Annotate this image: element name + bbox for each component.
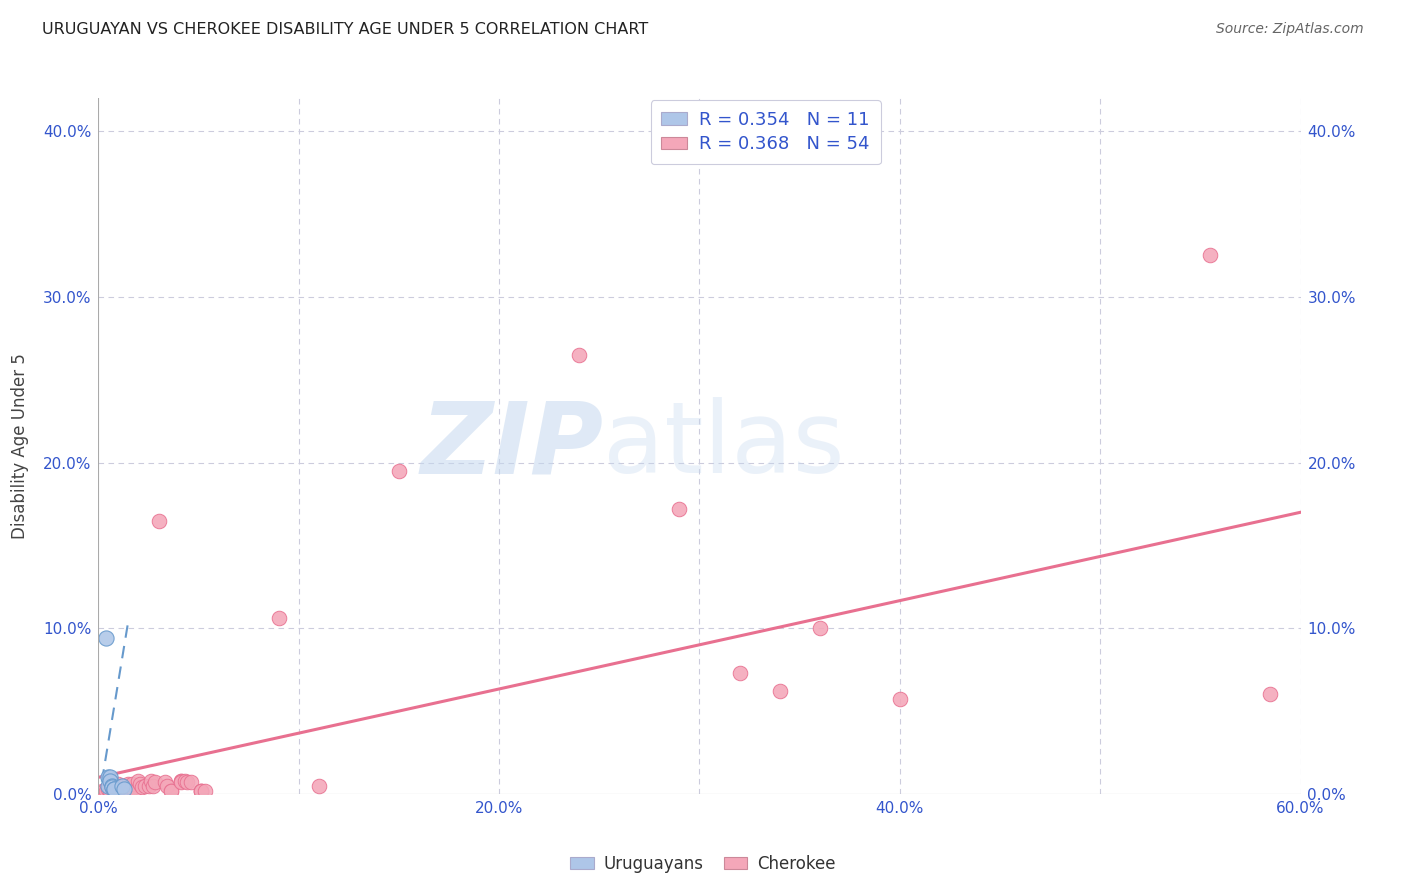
Point [117,777,139,791]
Point [173,773,195,788]
Point [131,780,153,795]
Point [143,775,166,789]
Point [388,464,411,478]
Point [96,631,118,645]
Point [111,779,134,793]
Point [128,773,150,788]
Point [101,775,124,789]
Text: ZIP: ZIP [420,398,603,494]
Point [110,783,132,797]
Point [180,775,202,789]
Point [101,780,124,795]
Point [100,773,122,788]
Point [176,775,198,789]
Point [111,779,134,793]
Point [155,779,177,793]
Text: Source: ZipAtlas.com: Source: ZipAtlas.com [1216,22,1364,37]
Point [889,692,911,706]
Text: URUGUAYAN VS CHEROKEE DISABILITY AGE UNDER 5 CORRELATION CHART: URUGUAYAN VS CHEROKEE DISABILITY AGE UND… [42,22,648,37]
Point [124,783,146,797]
Point [159,783,181,797]
Point [1199,248,1222,262]
Point [91,783,114,797]
Point [194,783,217,797]
Point [129,777,152,791]
Point [117,783,139,797]
Point [169,773,191,788]
Point [148,514,170,528]
Point [728,665,751,680]
Point [808,621,831,635]
Point [101,779,124,793]
Point [93,783,115,797]
Point [97,779,120,793]
Legend: Uruguayans, Cherokee: Uruguayans, Cherokee [564,848,842,880]
Point [769,684,792,698]
Point [134,779,156,793]
Point [308,779,330,793]
Y-axis label: Disability Age Under 5: Disability Age Under 5 [11,353,30,539]
Point [568,348,591,362]
Point [159,783,181,797]
Point [153,775,176,789]
Point [267,611,290,625]
Point [100,770,122,784]
Point [1260,688,1282,702]
Point [107,781,129,796]
Point [668,502,690,516]
Point [114,779,136,793]
Point [141,779,163,793]
Point [169,773,191,788]
Point [115,783,138,797]
Point [107,777,129,791]
Point [96,783,118,797]
Point [139,773,162,788]
Point [101,780,124,795]
Point [103,781,125,796]
Text: atlas: atlas [603,398,845,494]
Point [97,781,120,796]
Point [100,783,122,797]
Legend: R = 0.354   N = 11, R = 0.368   N = 54: R = 0.354 N = 11, R = 0.368 N = 54 [651,100,880,164]
Point [120,783,142,797]
Point [103,783,125,797]
Point [138,779,160,793]
Point [190,783,212,797]
Point [121,777,143,791]
Point [105,780,128,795]
Point [169,775,191,789]
Point [190,783,212,797]
Point [190,783,212,797]
Point [114,781,136,796]
Point [97,770,120,784]
Point [103,781,125,796]
